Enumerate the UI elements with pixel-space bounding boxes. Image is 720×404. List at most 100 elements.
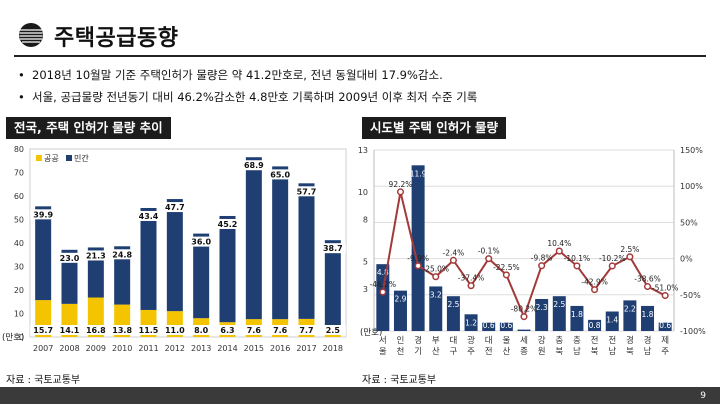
x-tick-label: 산 bbox=[502, 346, 510, 357]
region-bar bbox=[658, 322, 672, 331]
bar-value-label: 0.6 bbox=[500, 321, 512, 330]
bullet-symbol: • bbox=[18, 68, 25, 82]
data-label-box bbox=[240, 160, 267, 171]
x-tick-label: 남 bbox=[573, 347, 581, 357]
x-tick-label: 2007 bbox=[33, 344, 53, 353]
yoy-change-label: -22.5% bbox=[493, 263, 520, 272]
yoy-change-label: -9.9% bbox=[407, 254, 429, 263]
region-bar bbox=[552, 296, 566, 331]
bar-private bbox=[272, 166, 289, 320]
data-label-private: 57.7 bbox=[297, 187, 317, 196]
yoy-change-label: 92.2% bbox=[389, 180, 413, 189]
bar-private bbox=[35, 206, 52, 301]
x-tick-label: 기 bbox=[414, 347, 422, 357]
right-chart-label: 시도별 주택 인허가 물량 bbox=[362, 117, 507, 139]
region-bar bbox=[376, 264, 390, 331]
yoy-change-point bbox=[502, 271, 510, 279]
bar-private bbox=[219, 215, 236, 323]
data-label-box bbox=[188, 325, 215, 335]
data-label-private: 65.0 bbox=[270, 170, 290, 179]
yoy-change-point bbox=[626, 253, 634, 261]
yoy-change-point bbox=[449, 256, 457, 264]
yoy-change-label: -25.0% bbox=[422, 265, 449, 274]
yoy-change-label: -9.8% bbox=[531, 254, 553, 263]
x-tick-label: 구 bbox=[449, 347, 457, 357]
data-label-box bbox=[293, 325, 320, 335]
x-tick-label: 북 bbox=[591, 347, 599, 357]
data-label-public: 7.6 bbox=[273, 326, 288, 335]
x-tick-label: 전 bbox=[485, 346, 493, 357]
x-tick-label: 2013 bbox=[191, 344, 211, 353]
title-divider bbox=[14, 55, 706, 57]
data-label-box bbox=[135, 210, 162, 221]
yoy-change-point bbox=[661, 291, 669, 300]
data-label-public: 11.5 bbox=[139, 326, 159, 335]
bar-private bbox=[324, 240, 341, 332]
data-label-box bbox=[293, 186, 320, 197]
data-label-private: 38.7 bbox=[323, 244, 343, 253]
yoy-change-point bbox=[608, 262, 616, 270]
data-label-box bbox=[30, 325, 57, 335]
regional-permits-chart: -100%-50%0%50%100%150%3581013(만호)4.8서울2.… bbox=[358, 146, 706, 357]
x-tick-label: 2015 bbox=[244, 344, 264, 353]
region-bar bbox=[641, 305, 655, 331]
yoy-change-label: -37.4% bbox=[458, 274, 485, 283]
x-tick-label: 대 bbox=[485, 336, 493, 346]
bullet-item: • 2018년 10월말 기준 주택인허가 물량은 약 41.2만호로, 전년 동… bbox=[18, 64, 477, 86]
data-label-private: 24.8 bbox=[112, 250, 132, 259]
yoy-change-label: -10.1% bbox=[564, 254, 591, 263]
yoy-change-label: -42.9% bbox=[581, 278, 608, 287]
yoy-change-label: -2.4% bbox=[443, 248, 465, 257]
data-label-box bbox=[319, 325, 346, 335]
y-right-tick-label: 50% bbox=[680, 218, 698, 227]
page-number: 9 bbox=[700, 391, 706, 401]
bar-value-label: 11.9 bbox=[410, 169, 427, 178]
data-label-box bbox=[82, 250, 109, 261]
x-tick-label: 원 bbox=[538, 347, 546, 357]
x-tick-label: 북 bbox=[555, 347, 563, 357]
x-tick-label: 산 bbox=[432, 346, 440, 357]
data-label-private: 45.2 bbox=[218, 220, 238, 229]
data-label-box bbox=[161, 202, 188, 213]
x-tick-label: 북 bbox=[626, 347, 634, 357]
data-label-private: 23.0 bbox=[60, 254, 80, 263]
y-tick-label: 80 bbox=[14, 145, 24, 154]
x-tick-label: 2010 bbox=[112, 344, 132, 353]
region-bar bbox=[393, 290, 407, 331]
bar-value-label: 0.1 bbox=[518, 321, 530, 330]
x-tick-label: 울 bbox=[379, 347, 387, 357]
x-tick-label: 2014 bbox=[217, 344, 237, 353]
y-left-tick-label: 10 bbox=[358, 188, 368, 197]
data-label-box bbox=[56, 252, 83, 263]
x-tick-label: 인 bbox=[397, 335, 405, 346]
bar-value-label: 0.8 bbox=[589, 321, 601, 330]
national-permits-chart: 0 10 20 30 40 50 60 70 80 (만호) 15.7 39.9 2007 14.1 23.… bbox=[2, 145, 347, 353]
data-label-public: 6.3 bbox=[220, 326, 234, 335]
bar-private bbox=[193, 233, 210, 319]
x-tick-label: 주 bbox=[661, 347, 669, 357]
y-left-tick-label: 8 bbox=[363, 216, 368, 225]
yoy-change-label: 2.5% bbox=[620, 245, 639, 254]
y-unit-label: (만호) bbox=[360, 328, 382, 338]
data-label-public: 14.1 bbox=[60, 326, 80, 335]
yoy-change-point bbox=[485, 255, 493, 263]
bar-private bbox=[140, 207, 157, 310]
x-tick-label: 남 bbox=[644, 347, 652, 357]
data-label-public: 8.0 bbox=[194, 326, 209, 335]
x-tick-label: 전 bbox=[608, 335, 616, 346]
region-bar bbox=[588, 319, 602, 331]
left-source: 자료 : 국토교통부 bbox=[6, 375, 81, 386]
x-tick-label: 2009 bbox=[86, 344, 106, 353]
region-bar bbox=[464, 314, 478, 331]
yoy-change-label: -51.0% bbox=[652, 284, 679, 293]
y-tick-label: 50 bbox=[14, 216, 24, 225]
data-label-box bbox=[56, 325, 83, 335]
y-tick-label: 10 bbox=[14, 310, 24, 319]
bar-value-label: 0.6 bbox=[659, 321, 671, 330]
data-label-private: 43.4 bbox=[139, 212, 159, 221]
data-label-box bbox=[109, 249, 136, 260]
bar-private bbox=[298, 183, 315, 319]
region-bar bbox=[605, 311, 619, 331]
x-tick-label: 부 bbox=[432, 336, 440, 346]
data-label-private: 36.0 bbox=[191, 238, 211, 247]
